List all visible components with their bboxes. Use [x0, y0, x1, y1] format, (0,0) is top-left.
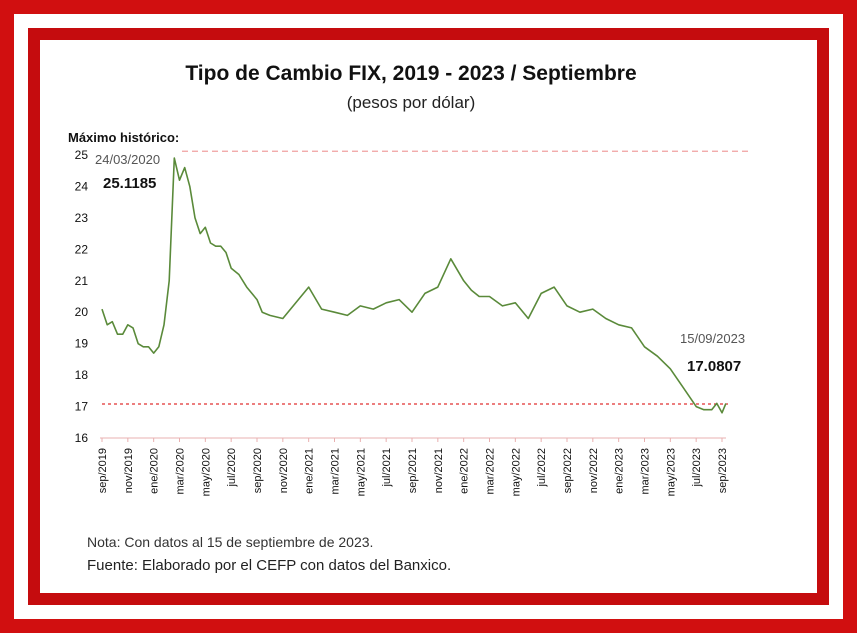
x-tick-label: may/2021	[355, 448, 367, 496]
x-tick-label: may/2022	[510, 448, 522, 496]
y-tick-label: 23	[75, 211, 89, 225]
x-tick-label: nov/2022	[588, 448, 600, 493]
series-group	[101, 157, 727, 414]
x-tick-label: may/2023	[665, 448, 677, 496]
x-tick-label: jul/2022	[536, 448, 548, 488]
y-tick-label: 25	[75, 148, 89, 162]
y-tick-label: 22	[75, 242, 89, 256]
x-tick-label: jul/2023	[691, 448, 703, 488]
source-note: Fuente: Elaborado por el CEFP con datos …	[87, 557, 451, 574]
max-annotation-value: 25.1185	[103, 175, 156, 192]
footnote: Nota: Con datos al 15 de septiembre de 2…	[87, 534, 373, 550]
y-tick-label: 20	[75, 305, 89, 319]
y-tick-label: 21	[75, 274, 89, 288]
x-tick-label: jul/2021	[381, 448, 393, 488]
x-tick-label: may/2020	[200, 448, 212, 496]
y-tick-label: 18	[75, 368, 89, 382]
y-tick-label: 17	[75, 400, 89, 414]
y-tick-label: 16	[75, 431, 89, 445]
x-tick-label: jul/2020	[226, 448, 238, 488]
x-tick-label: mar/2021	[330, 448, 342, 494]
x-tick-label: nov/2019	[123, 448, 135, 493]
x-tick-label: mar/2022	[485, 448, 497, 494]
x-tick-label: ene/2023	[614, 448, 626, 494]
x-axis-ticks: sep/2019 nov/2019 ene/2020 mar/2020 may/2020…	[97, 438, 729, 496]
y-axis-ticks: 25 24 23 22 21 20 19 18 17 16	[75, 148, 89, 445]
x-tick-label: ene/2020	[149, 448, 161, 494]
x-tick-label: sep/2019	[97, 448, 109, 493]
x-tick-label: mar/2023	[640, 448, 652, 494]
max-annotation-date: 24/03/2020	[95, 152, 160, 167]
x-tick-label: sep/2021	[407, 448, 419, 493]
y-tick-label: 19	[75, 337, 89, 351]
chart-subtitle: (pesos por dólar)	[347, 93, 476, 112]
x-tick-label: sep/2023	[717, 448, 729, 493]
chart-panel	[40, 40, 817, 593]
x-tick-label: mar/2020	[175, 448, 187, 494]
x-tick-label: ene/2022	[459, 448, 471, 494]
last-annotation-date: 15/09/2023	[680, 331, 745, 346]
max-annotation-label: Máximo histórico:	[68, 130, 179, 145]
y-tick-label: 24	[75, 179, 89, 193]
x-tick-label: nov/2020	[278, 448, 290, 493]
chart-title: Tipo de Cambio FIX, 2019 - 2023 / Septie…	[185, 62, 636, 85]
x-tick-label: nov/2021	[433, 448, 445, 493]
series-line	[101, 157, 727, 414]
last-annotation-value: 17.0807	[687, 358, 741, 375]
reference-lines	[102, 150, 748, 405]
x-tick-label: ene/2021	[304, 448, 316, 494]
x-tick-label: sep/2022	[562, 448, 574, 493]
x-tick-label: sep/2020	[252, 448, 264, 493]
